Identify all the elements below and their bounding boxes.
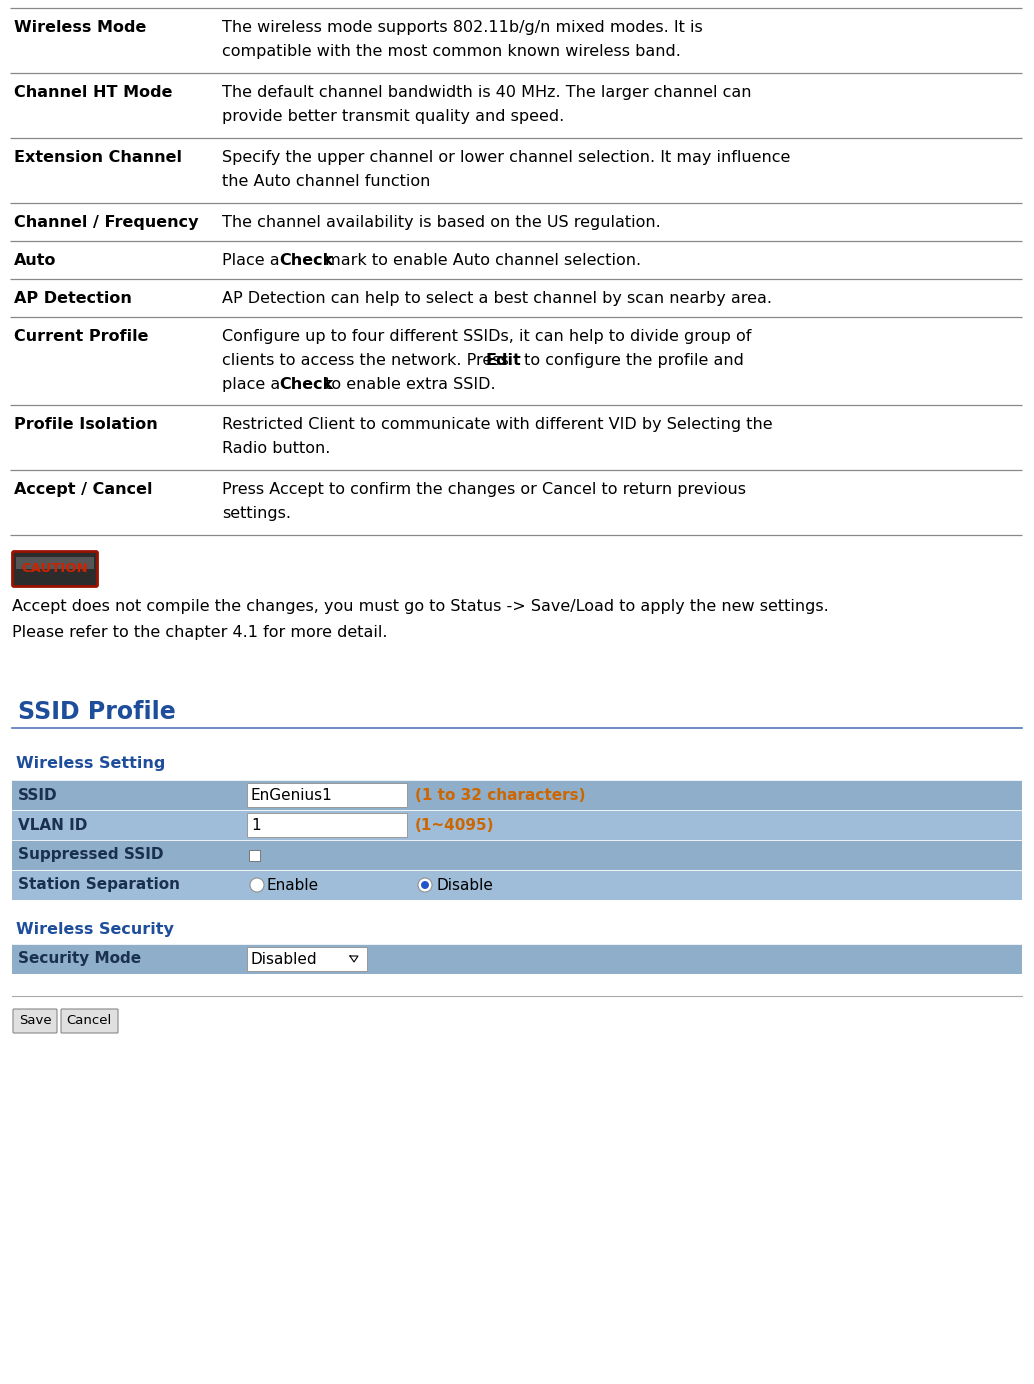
Text: Cancel: Cancel: [66, 1014, 112, 1027]
Text: to configure the profile and: to configure the profile and: [519, 353, 743, 368]
Bar: [247, 783, 407, 807]
Text: provide better transmit quality and speed.: provide better transmit quality and spee…: [222, 109, 565, 125]
Text: EnGenius1: EnGenius1: [251, 787, 333, 803]
Text: 1: 1: [251, 818, 261, 833]
Text: Channel HT Mode: Channel HT Mode: [14, 84, 173, 100]
FancyBboxPatch shape: [13, 1009, 57, 1032]
Text: The wireless mode supports 802.11b/g/n mixed modes. It is: The wireless mode supports 802.11b/g/n m…: [222, 19, 703, 35]
Text: Disable: Disable: [437, 877, 494, 893]
Text: Accept does not compile the changes, you must go to Status -> Save/Load to apply: Accept does not compile the changes, you…: [12, 599, 828, 614]
Text: (1~4095): (1~4095): [415, 818, 494, 833]
Text: Check: Check: [279, 376, 333, 392]
Bar: [12, 810, 1022, 840]
Circle shape: [418, 877, 432, 893]
Text: Specify the upper channel or lower channel selection. It may influence: Specify the upper channel or lower chann…: [222, 149, 790, 165]
Text: CAUTION: CAUTION: [22, 562, 88, 576]
Text: Suppressed SSID: Suppressed SSID: [18, 847, 163, 862]
Text: Please refer to the chapter 4.1 for more detail.: Please refer to the chapter 4.1 for more…: [12, 626, 388, 639]
Text: Security Mode: Security Mode: [18, 952, 141, 966]
Text: Radio button.: Radio button.: [222, 441, 331, 455]
Text: AP Detection: AP Detection: [14, 291, 132, 306]
Text: Wireless Setting: Wireless Setting: [16, 756, 165, 771]
Bar: [12, 944, 1022, 974]
FancyBboxPatch shape: [12, 551, 97, 587]
Text: Profile Isolation: Profile Isolation: [14, 417, 158, 432]
Text: to enable extra SSID.: to enable extra SSID.: [321, 376, 496, 392]
Text: Edit: Edit: [486, 353, 521, 368]
Text: Wireless Mode: Wireless Mode: [14, 19, 147, 35]
Text: settings.: settings.: [222, 507, 291, 520]
Text: Extension Channel: Extension Channel: [14, 149, 182, 165]
Bar: [12, 871, 1022, 900]
Text: The default channel bandwidth is 40 MHz. The larger channel can: The default channel bandwidth is 40 MHz.…: [222, 84, 752, 100]
Bar: [247, 812, 407, 837]
Text: place a: place a: [222, 376, 285, 392]
Text: Save: Save: [19, 1014, 52, 1027]
Bar: [247, 947, 367, 972]
Text: Current Profile: Current Profile: [14, 329, 149, 345]
Text: Check: Check: [279, 253, 333, 268]
Bar: [16, 556, 94, 569]
Text: The channel availability is based on the US regulation.: The channel availability is based on the…: [222, 215, 661, 230]
Text: Place a: Place a: [222, 253, 284, 268]
Text: Auto: Auto: [14, 253, 57, 268]
Text: Press Accept to confirm the changes or Cancel to return previous: Press Accept to confirm the changes or C…: [222, 482, 746, 497]
Bar: [249, 850, 260, 861]
Text: VLAN ID: VLAN ID: [18, 818, 88, 833]
Text: mark to enable Auto channel selection.: mark to enable Auto channel selection.: [321, 253, 641, 268]
Text: Station Separation: Station Separation: [18, 877, 180, 893]
Text: Restricted Client to communicate with different VID by Selecting the: Restricted Client to communicate with di…: [222, 417, 772, 432]
Text: Configure up to four different SSIDs, it can help to divide group of: Configure up to four different SSIDs, it…: [222, 329, 752, 345]
Text: the Auto channel function: the Auto channel function: [222, 174, 430, 190]
Text: compatible with the most common known wireless band.: compatible with the most common known wi…: [222, 44, 680, 60]
Bar: [12, 781, 1022, 810]
Text: Wireless Security: Wireless Security: [16, 922, 174, 937]
Text: AP Detection can help to select a best channel by scan nearby area.: AP Detection can help to select a best c…: [222, 291, 772, 306]
Circle shape: [250, 877, 264, 893]
Text: (1 to 32 characters): (1 to 32 characters): [415, 787, 585, 803]
Text: SSID Profile: SSID Profile: [18, 700, 176, 724]
Text: Accept / Cancel: Accept / Cancel: [14, 482, 152, 497]
Text: Disabled: Disabled: [251, 952, 317, 966]
Text: SSID: SSID: [18, 787, 58, 803]
Bar: [12, 840, 1022, 871]
Text: clients to access the network. Press: clients to access the network. Press: [222, 353, 514, 368]
Circle shape: [421, 882, 429, 889]
FancyBboxPatch shape: [61, 1009, 118, 1032]
Text: Enable: Enable: [267, 877, 320, 893]
Text: Channel / Frequency: Channel / Frequency: [14, 215, 199, 230]
